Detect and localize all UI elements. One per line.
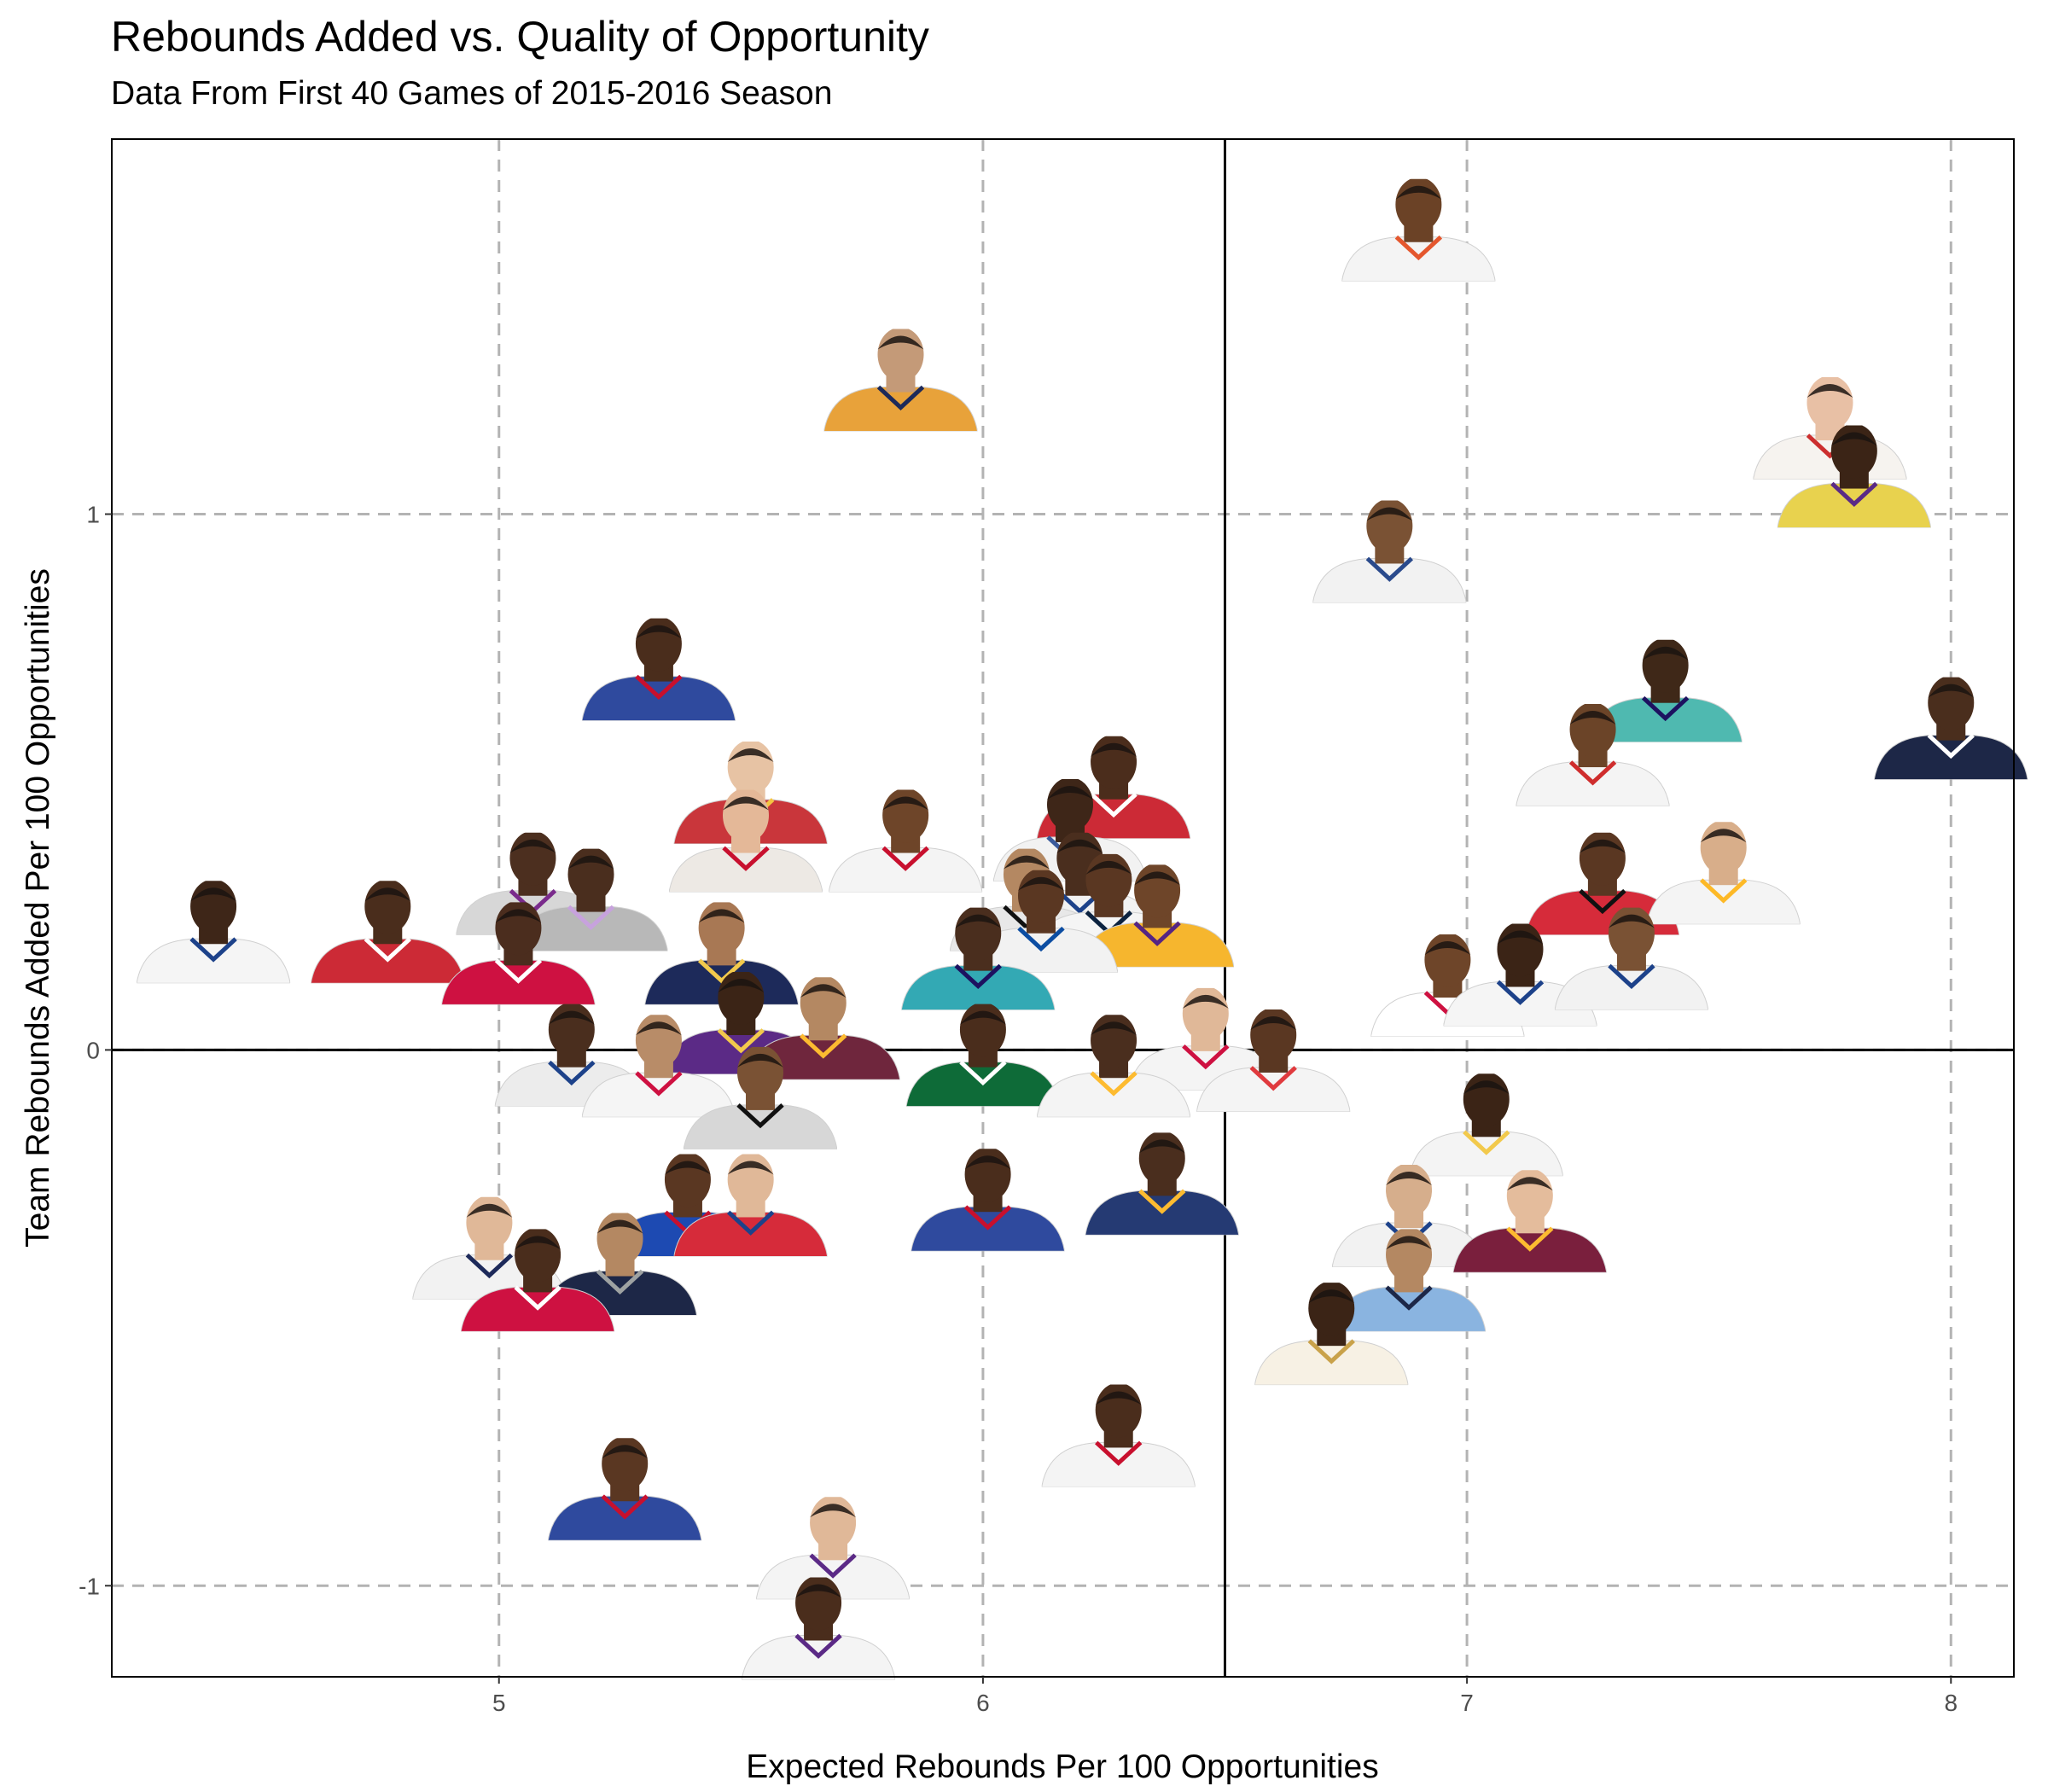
player-headshot-point [1037, 1015, 1191, 1118]
player-headshot-point [746, 977, 900, 1080]
player-headshot-point [1041, 1384, 1196, 1487]
chart-subtitle: Data From First 40 Games of 2015-2016 Se… [111, 75, 833, 112]
player-headshot-point [1080, 864, 1235, 968]
player-headshot-point [1554, 907, 1708, 1010]
player-headshot-point [1254, 1283, 1409, 1386]
player-headshot-point [1777, 425, 1931, 528]
player-headshot-point [548, 1438, 702, 1541]
player-headshot-point [1196, 1009, 1351, 1112]
x-axis-title: Expected Rebounds Per 100 Opportunities [746, 1748, 1378, 1785]
player-headshot-point [823, 329, 978, 432]
player-headshot-point [756, 1497, 911, 1600]
y-tick-label: 0 [86, 1037, 100, 1063]
plot-border [111, 138, 2015, 1678]
chart-title: Rebounds Added vs. Quality of Opportunit… [111, 13, 929, 61]
x-tick-label: 8 [1944, 1690, 1958, 1716]
player-headshot-point [684, 1046, 838, 1149]
player-headshot-point [905, 1004, 1060, 1107]
player-headshot-point [581, 1015, 736, 1118]
player-headshot-point [461, 1229, 615, 1332]
player-headshot-point [901, 907, 1056, 1010]
player-headshot-point [911, 1149, 1065, 1252]
player-headshot-point [1452, 1170, 1607, 1273]
y-tick-label: -1 [79, 1573, 100, 1599]
x-tick-label: 6 [976, 1690, 990, 1716]
player-headshot-point [311, 881, 465, 984]
player-headshot-point [581, 618, 736, 721]
player-headshot-point [1516, 704, 1670, 807]
player-headshot-point [1332, 1229, 1487, 1332]
player-headshot-point [963, 870, 1118, 973]
player-headshot-point [137, 881, 291, 984]
player-headshot-point [514, 848, 668, 951]
player-headshot-point [1312, 500, 1467, 603]
player-headshot-point [1085, 1132, 1239, 1236]
player-headshot-point [829, 789, 983, 893]
player-headshot-point [1443, 923, 1597, 1027]
x-tick-label: 7 [1460, 1690, 1474, 1716]
x-tick-label: 5 [492, 1690, 506, 1716]
y-axis-title: Team Rebounds Added Per 100 Opportunitie… [20, 568, 56, 1248]
player-headshot-point [673, 1154, 828, 1257]
player-headshot-point [1341, 178, 1496, 282]
player-headshot-point [742, 1577, 896, 1680]
player-headshot-point [1409, 1073, 1563, 1177]
player-headshot-point [1646, 822, 1801, 925]
player-headshot-point [1874, 677, 2028, 780]
player-headshot-point [441, 902, 596, 1005]
player-headshot-point [669, 789, 823, 893]
y-tick-label: 1 [86, 502, 100, 528]
